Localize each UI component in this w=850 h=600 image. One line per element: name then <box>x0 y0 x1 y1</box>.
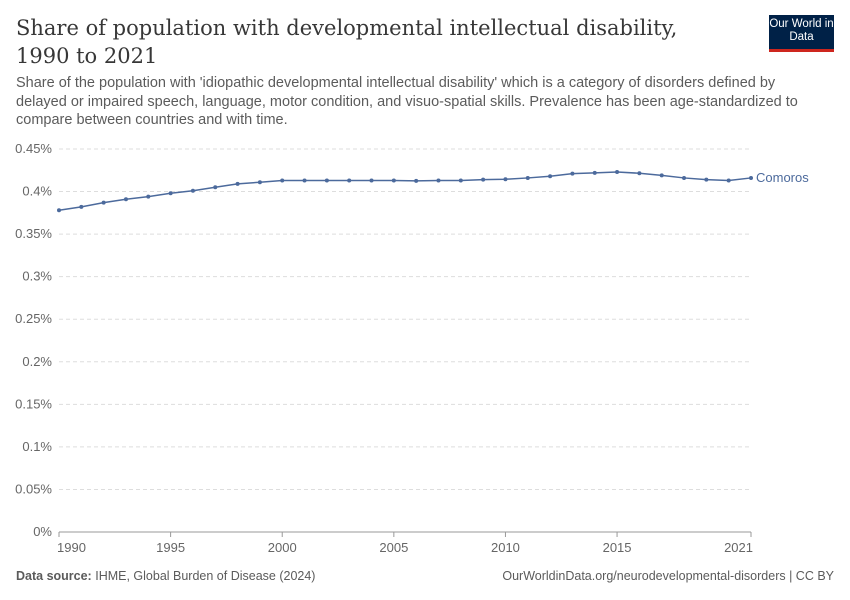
x-tick-label: 2015 <box>603 540 632 555</box>
x-tick-label: 1990 <box>57 540 86 555</box>
data-point <box>235 181 240 186</box>
data-point <box>302 178 307 183</box>
footer-url[interactable]: OurWorldinData.org/neurodevelopmental-di… <box>502 569 834 583</box>
y-tick-label: 0.2% <box>22 354 52 369</box>
data-point <box>503 177 508 182</box>
data-point <box>391 178 396 183</box>
data-point <box>146 194 151 199</box>
data-point <box>79 204 84 209</box>
x-tick-label: 2000 <box>268 540 297 555</box>
y-tick-label: 0% <box>33 524 52 539</box>
y-tick-label: 0.25% <box>15 311 52 326</box>
data-point <box>123 197 128 202</box>
data-source: Data source: IHME, Global Burden of Dise… <box>16 569 315 583</box>
x-tick-label: 2005 <box>379 540 408 555</box>
data-point <box>347 178 352 183</box>
data-point <box>749 175 753 180</box>
y-tick-label: 0.3% <box>22 269 52 284</box>
source-label: Data source: <box>16 569 92 583</box>
y-tick-label: 0.45% <box>15 141 52 156</box>
source-text: IHME, Global Burden of Disease (2024) <box>95 569 316 583</box>
y-tick-label: 0.05% <box>15 481 52 496</box>
chart-subtitle: Share of the population with 'idiopathic… <box>16 75 798 128</box>
data-point <box>168 191 173 196</box>
data-point <box>570 171 575 176</box>
data-point <box>659 173 664 178</box>
y-tick-label: 0.35% <box>15 226 52 241</box>
chart-title: Share of population with developmental i… <box>16 16 678 68</box>
data-point <box>436 178 441 183</box>
data-point <box>704 177 709 182</box>
x-tick-label: 1995 <box>156 540 185 555</box>
y-tick-label: 0.1% <box>22 439 52 454</box>
data-point <box>57 208 61 213</box>
data-point <box>726 178 731 183</box>
data-point <box>213 185 218 190</box>
y-tick-label: 0.15% <box>15 396 52 411</box>
data-point <box>458 178 463 183</box>
owid-logo[interactable]: Our World in Data <box>769 15 834 52</box>
data-point <box>548 174 553 179</box>
data-point <box>324 178 329 183</box>
data-point <box>414 178 419 183</box>
series-line <box>58 171 752 212</box>
data-point <box>615 169 620 174</box>
data-point <box>682 175 687 180</box>
data-point <box>481 177 486 182</box>
series-label: Comoros <box>756 170 809 185</box>
data-point <box>369 178 374 183</box>
data-point <box>280 178 285 183</box>
data-point <box>190 188 195 193</box>
x-tick-label: 2021 <box>724 540 753 555</box>
y-tick-label: 0.4% <box>22 184 52 199</box>
data-point <box>257 180 262 185</box>
x-tick-label: 2010 <box>491 540 520 555</box>
data-point <box>101 200 106 205</box>
data-point <box>592 170 597 175</box>
data-point <box>525 175 530 180</box>
data-point <box>637 171 642 176</box>
